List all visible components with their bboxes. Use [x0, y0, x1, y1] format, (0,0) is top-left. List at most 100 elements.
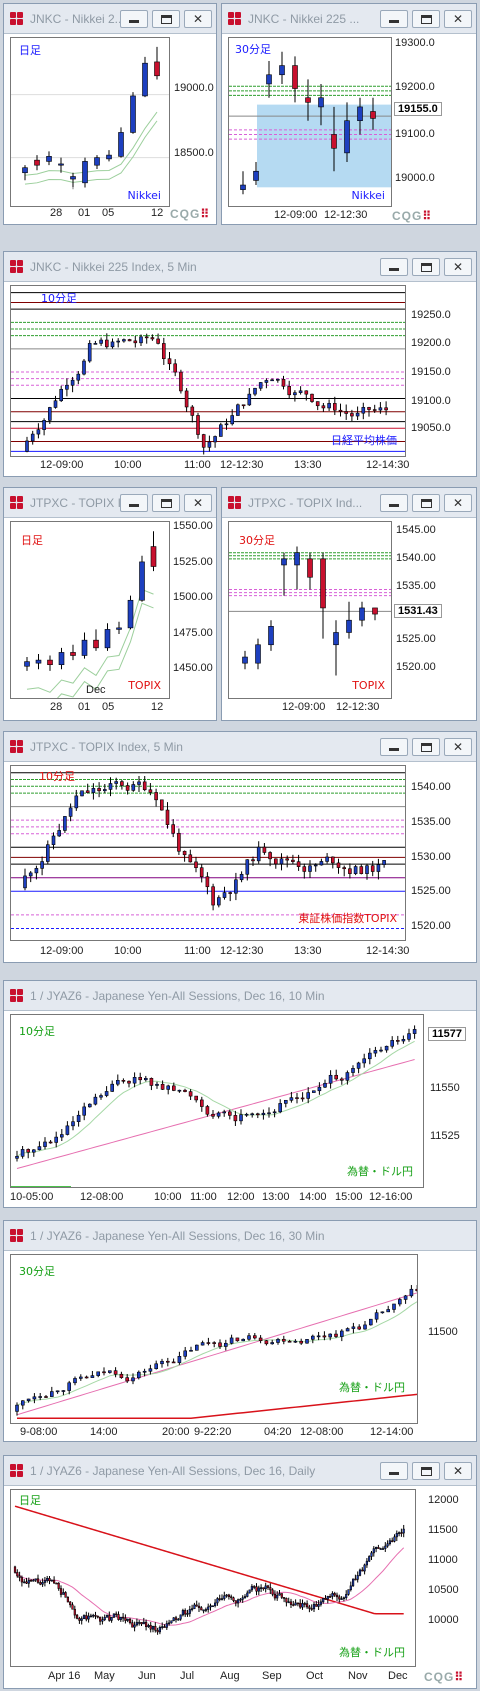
candle-body — [296, 861, 301, 867]
y-tick: 11500 — [428, 1524, 458, 1536]
price-plot[interactable]: 10分足 東証株価指数TOPIX — [10, 765, 406, 941]
candle-body — [184, 390, 189, 408]
titlebar[interactable]: 1 / JYAZ6 - Japanese Yen-All Sessions, D… — [4, 1456, 476, 1486]
candle-body — [400, 1532, 403, 1534]
cqg-logo: CQG⠿ — [170, 207, 211, 221]
close-button[interactable]: ✕ — [444, 258, 472, 276]
candle-body — [407, 1033, 411, 1040]
window-yen-10min: 1 / JYAZ6 - Japanese Yen-All Sessions, D… — [3, 980, 477, 1208]
x-tick: 28 — [50, 701, 63, 713]
close-button[interactable]: ✕ — [184, 494, 212, 512]
candle-body — [225, 1594, 228, 1597]
y-tick: 10000 — [428, 1614, 459, 1626]
candle-body — [30, 433, 35, 442]
price-plot[interactable]: 日足 TOPIX — [10, 521, 170, 699]
cqg-app-icon — [10, 989, 24, 1003]
x-tick: 01 — [78, 701, 91, 713]
close-button[interactable]: ✕ — [184, 10, 212, 28]
maximize-button[interactable] — [152, 494, 180, 512]
maximize-button[interactable] — [412, 738, 440, 756]
titlebar[interactable]: 1 / JYAZ6 - Japanese Yen-All Sessions, D… — [4, 981, 476, 1011]
price-plot[interactable]: 10分足 為替・ドル円 — [10, 1014, 424, 1188]
cqg-logo: CQG⠿ — [424, 1670, 465, 1684]
candle-body — [232, 1597, 235, 1601]
close-button[interactable]: ✕ — [444, 494, 472, 512]
candle-body — [281, 1338, 286, 1342]
candle-body — [20, 1577, 23, 1583]
instrument-label: 為替・ドル円 — [339, 1646, 405, 1659]
candle-body — [283, 1099, 288, 1104]
titlebar[interactable]: JNKC - Nikkei 225 Index, 5 Min ✕ — [4, 252, 476, 282]
candle-body — [104, 629, 111, 649]
candle-body — [207, 441, 212, 448]
close-button[interactable]: ✕ — [444, 10, 472, 28]
price-plot[interactable]: 日足 為替・ドル円 — [10, 1489, 416, 1667]
selection-zone — [257, 104, 391, 188]
price-plot[interactable]: 30分足 Nikkei — [228, 37, 392, 207]
minimize-button[interactable] — [380, 494, 408, 512]
candle-body — [319, 861, 324, 866]
instrument-label: Nikkei — [351, 189, 385, 202]
candle-body — [59, 1588, 63, 1595]
x-tick: Sep — [262, 1670, 282, 1682]
close-button[interactable]: ✕ — [444, 738, 472, 756]
candle-body — [278, 1593, 281, 1596]
candle-body — [156, 1629, 159, 1633]
titlebar[interactable]: JNKC - Nikkei 2... ✕ — [4, 4, 216, 34]
titlebar[interactable]: JTPXC - TOPIX Index, 5 Min ✕ — [4, 732, 476, 762]
candle-body — [272, 1111, 277, 1114]
candle-body — [85, 1615, 88, 1620]
titlebar[interactable]: JTPXC - TOPIX Ind... ✕ — [222, 488, 476, 518]
minimize-button[interactable] — [380, 10, 408, 28]
candle-body — [234, 879, 238, 894]
candle-body — [266, 1585, 270, 1588]
x-tick: Nov — [348, 1670, 368, 1682]
candle-body — [43, 1141, 47, 1147]
candle-body — [103, 1617, 106, 1620]
maximize-button[interactable] — [412, 258, 440, 276]
maximize-button[interactable] — [152, 10, 180, 28]
candle-body — [94, 1614, 97, 1617]
maximize-button[interactable] — [412, 1462, 440, 1480]
minimize-button[interactable] — [380, 1462, 408, 1480]
titlebar[interactable]: 1 / JYAZ6 - Japanese Yen-All Sessions, D… — [4, 1221, 476, 1251]
close-button[interactable]: ✕ — [444, 1462, 472, 1480]
candle-body — [253, 1335, 257, 1339]
candle-body — [67, 1382, 72, 1391]
close-icon: ✕ — [452, 496, 464, 510]
candle-body — [239, 873, 244, 881]
candle-body — [253, 387, 257, 395]
x-tick: 13:30 — [294, 459, 322, 471]
window-nikkei-30min: JNKC - Nikkei 225 ... ✕ 30分足 Nikkei 1930… — [221, 3, 477, 225]
candle-body — [82, 1106, 86, 1116]
candle-body — [99, 339, 103, 344]
titlebar[interactable]: JNKC - Nikkei 225 ... ✕ — [222, 4, 476, 34]
candle-body — [202, 1609, 205, 1612]
price-plot[interactable]: 10分足 日経平均株価 — [10, 285, 406, 457]
candle-body — [340, 1598, 343, 1601]
minimize-button[interactable] — [380, 738, 408, 756]
candle-body — [331, 134, 337, 149]
price-plot[interactable]: 日足 Nikkei — [10, 37, 170, 207]
price-plot[interactable]: 30分足 TOPIX — [228, 521, 392, 699]
candle-body — [173, 363, 177, 373]
y-tick: 1535.00 — [411, 816, 451, 828]
candle-body — [305, 1339, 309, 1344]
maximize-button[interactable] — [412, 10, 440, 28]
y-tick: 19000.0 — [174, 82, 214, 94]
titlebar[interactable]: JTPXC - TOPIX In... ✕ — [4, 488, 216, 518]
minimize-button[interactable] — [120, 494, 148, 512]
candle-body — [224, 423, 229, 426]
minimize-button[interactable] — [380, 258, 408, 276]
window-title: 1 / JYAZ6 - Japanese Yen-All Sessions, D… — [30, 989, 325, 1003]
candle-body — [132, 1077, 137, 1084]
price-plot[interactable]: 30分足 為替・ドル円 — [10, 1254, 418, 1424]
candle-body — [235, 1337, 240, 1342]
candle-body — [384, 1045, 389, 1051]
candle-body — [93, 1096, 98, 1105]
minimize-button[interactable] — [120, 10, 148, 28]
maximize-button[interactable] — [412, 494, 440, 512]
instrument-label: TOPIX — [128, 679, 161, 692]
instrument-label: 日経平均株価 — [331, 434, 397, 447]
x-tick: 10:00 — [114, 945, 142, 957]
